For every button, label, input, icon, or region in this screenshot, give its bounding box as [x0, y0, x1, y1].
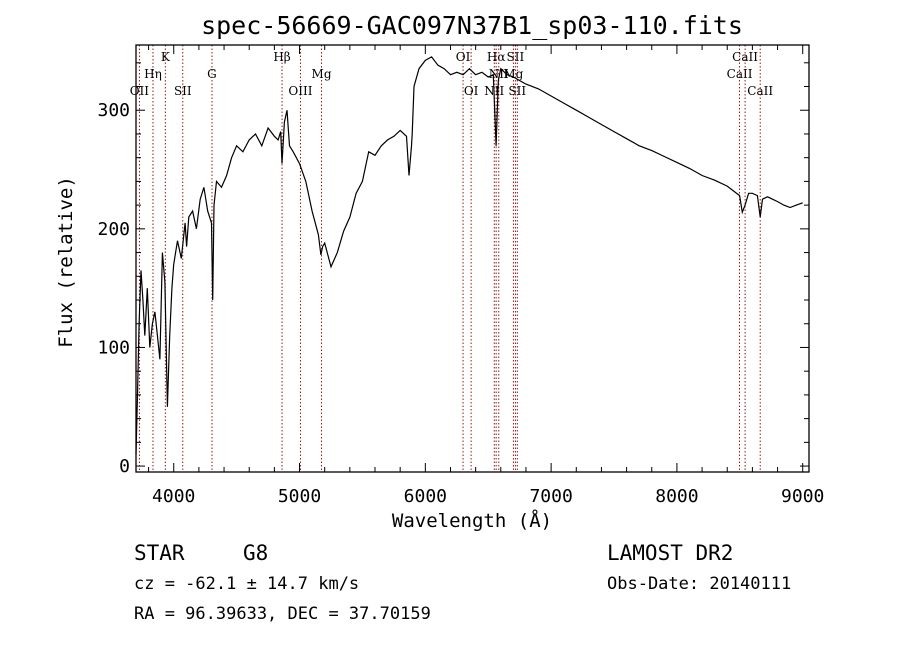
- x-tick-label: 5000: [278, 486, 321, 507]
- marker-label: Hβ: [273, 50, 290, 64]
- marker-label: Mg: [503, 67, 523, 81]
- chart-title: spec-56669-GAC097N37B1_sp03-110.fits: [201, 11, 743, 40]
- x-tick-label: 4000: [152, 486, 195, 507]
- marker-label: SII: [508, 84, 526, 98]
- y-tick-label: 300: [97, 100, 130, 121]
- x-tick-label: 6000: [404, 486, 447, 507]
- marker-label: K: [161, 50, 171, 64]
- plot-frame: [135, 44, 810, 473]
- marker-label: CaII: [747, 84, 773, 98]
- y-axis-ticks: 0 100 200 300: [97, 62, 809, 477]
- x-tick-label: 8000: [655, 486, 698, 507]
- marker-label: OI: [464, 84, 479, 98]
- y-tick-label: 0: [119, 456, 130, 477]
- object-class: STAR: [134, 541, 185, 565]
- marker-label: G: [207, 67, 217, 81]
- y-axis-label: Flux (relative): [55, 176, 77, 348]
- velocity-readout: cz = -62.1 ± 14.7 km/s: [134, 574, 360, 594]
- marker-label: CaII: [732, 50, 758, 64]
- marker-label: Mg: [312, 67, 332, 81]
- marker-label: SII: [507, 50, 525, 64]
- x-axis-label: Wavelength (Å): [392, 509, 552, 532]
- subclass: G8: [243, 541, 269, 565]
- marker-label: SII: [174, 84, 192, 98]
- marker-label: Hα: [487, 50, 506, 64]
- obs-date: Obs-Date: 20140111: [607, 574, 792, 594]
- x-tick-label: 9000: [781, 486, 824, 507]
- spectrum-series: [135, 56, 803, 455]
- marker-label: OII: [130, 84, 150, 98]
- y-tick-label: 200: [97, 219, 130, 240]
- coordinates: RA = 96.39633, DEC = 37.70159: [134, 604, 431, 624]
- marker-label: OIII: [288, 84, 312, 98]
- x-axis-ticks: 4000 5000 6000 7000 8000 9000: [148, 45, 824, 507]
- x-tick-label: 7000: [529, 486, 572, 507]
- marker-label: OI: [456, 50, 471, 64]
- y-tick-label: 100: [97, 337, 130, 358]
- marker-label: CaII: [727, 67, 753, 81]
- marker-label: Hη: [144, 67, 162, 81]
- spectrum-line: [135, 56, 803, 455]
- survey-name: LAMOST DR2: [607, 541, 734, 565]
